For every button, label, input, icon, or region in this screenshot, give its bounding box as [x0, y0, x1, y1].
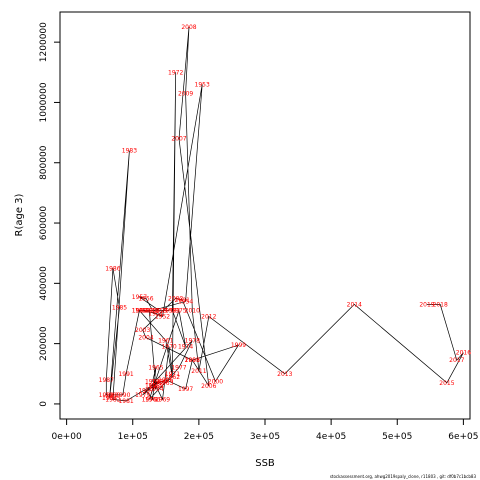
point-label-1993: 1993 [142, 308, 157, 315]
point-label-1952: 1952 [155, 314, 170, 321]
point-label-1965: 1965 [148, 365, 163, 372]
point-label-1953: 1953 [195, 81, 210, 88]
point-label-1969: 1969 [155, 396, 170, 403]
point-label-1964: 1964 [145, 378, 160, 385]
point-label-2011: 2011 [191, 368, 206, 375]
year-labels: 1950195119521953195419551956195719581959… [99, 24, 472, 405]
x-tick-label: 3e+05 [250, 432, 280, 442]
y-tick-label: 400000 [39, 266, 49, 301]
y-tick-label: 0 [39, 401, 49, 407]
point-label-1986: 1986 [105, 265, 120, 272]
series-line [105, 27, 464, 402]
point-label-1991: 1991 [118, 371, 133, 378]
point-label-2007: 2007 [171, 136, 186, 143]
point-label-1961: 1961 [158, 338, 173, 345]
point-label-1977: 1977 [171, 365, 186, 372]
point-label-1996: 1996 [158, 377, 173, 384]
point-label-1955: 1955 [145, 308, 160, 315]
x-tick-label: 2e+05 [184, 432, 214, 442]
point-label-2002: 2002 [168, 295, 183, 302]
point-label-1967: 1967 [138, 387, 153, 394]
point-label-1980: 1980 [152, 378, 167, 385]
point-label-1982: 1982 [105, 396, 120, 403]
point-label-1975: 1975 [171, 308, 186, 315]
point-label-2004: 2004 [138, 335, 153, 342]
point-label-1987: 1987 [99, 377, 114, 384]
point-label-1966: 1966 [145, 396, 160, 403]
point-label-2015: 2015 [439, 380, 454, 387]
point-label-1992: 1992 [132, 308, 147, 315]
y-tick-label: 1000000 [39, 82, 49, 122]
y-tick-label: 200000 [39, 326, 49, 361]
point-label-2014: 2014 [347, 301, 362, 308]
y-tick-label: 800000 [39, 145, 49, 180]
point-label-1963: 1963 [158, 380, 173, 387]
point-label-1979: 1979 [135, 392, 150, 399]
point-label-1990: 1990 [115, 392, 130, 399]
x-tick-label: 0e+00 [51, 432, 82, 442]
point-label-1985: 1985 [112, 305, 127, 312]
point-label-1976: 1976 [142, 396, 157, 403]
point-label-2009: 2009 [178, 90, 193, 97]
point-label-1974: 1974 [178, 344, 193, 351]
y-axis-label: R(age 3) [14, 193, 25, 236]
point-label-2018: 2018 [433, 301, 448, 308]
x-tick-label: 1e+05 [118, 432, 148, 442]
point-label-2019: 2019 [419, 301, 434, 308]
point-label-1972: 1972 [168, 69, 183, 76]
x-tick-label: 5e+05 [382, 432, 412, 442]
point-label-2001: 2001 [175, 297, 190, 304]
y-tick-label: 600000 [39, 206, 49, 241]
x-tick-label: 4e+05 [316, 432, 346, 442]
point-label-1998: 1998 [185, 357, 200, 364]
x-axis-label: SSB [255, 458, 275, 469]
point-label-2000: 2000 [208, 378, 223, 385]
point-label-1957: 1957 [132, 294, 147, 301]
point-label-1988: 1988 [99, 392, 114, 399]
point-label-1970: 1970 [161, 344, 176, 351]
point-label-2006: 2006 [201, 383, 216, 390]
point-label-2003: 2003 [135, 327, 150, 334]
point-label-1989: 1989 [105, 392, 120, 399]
point-label-1959: 1959 [161, 308, 176, 315]
point-label-1950: 1950 [135, 308, 150, 315]
point-label-1960: 1960 [132, 308, 147, 315]
footnote: stockassessment.org, ahwg2019spaly_clone… [330, 474, 477, 479]
point-label-2012: 2012 [201, 314, 216, 321]
point-label-1994: 1994 [148, 386, 163, 393]
x-tick-label: 6e+05 [448, 432, 478, 442]
point-label-1954: 1954 [178, 298, 193, 305]
point-label-1984: 1984 [102, 395, 117, 402]
point-label-1981: 1981 [118, 398, 133, 405]
point-label-1973: 1973 [165, 308, 180, 315]
point-label-1962: 1962 [165, 374, 180, 381]
point-label-1999: 1999 [231, 342, 246, 349]
point-label-2008: 2008 [181, 24, 196, 31]
point-label-1968: 1968 [148, 383, 163, 390]
y-axis: 0 200000 400000 600000 800000 1000000 1200000 [39, 22, 60, 407]
point-label-2017: 2017 [449, 357, 464, 364]
point-label-1971: 1971 [165, 371, 180, 378]
point-label-1978: 1978 [185, 338, 200, 345]
y-tick-label: 1200000 [39, 22, 49, 62]
point-label-1983: 1983 [122, 148, 137, 155]
point-label-1997: 1997 [178, 386, 193, 393]
point-label-1951: 1951 [148, 311, 163, 318]
point-label-1958: 1958 [152, 308, 167, 315]
point-label-1956: 1956 [138, 295, 153, 302]
point-label-2005: 2005 [185, 357, 200, 364]
x-axis: 0e+00 1e+05 2e+05 3e+05 4e+05 5e+05 6e+05 [51, 419, 479, 442]
point-label-1995: 1995 [145, 383, 160, 390]
point-label-2010: 2010 [185, 308, 200, 315]
point-label-2013: 2013 [277, 371, 292, 378]
point-label-2016: 2016 [456, 350, 471, 357]
plot-box [59, 11, 471, 420]
